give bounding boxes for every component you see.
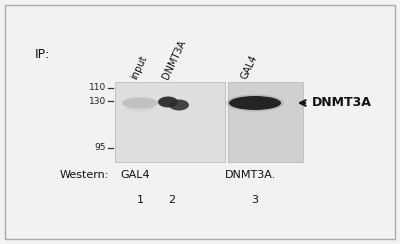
Ellipse shape (229, 96, 281, 110)
Ellipse shape (158, 96, 178, 108)
Text: 130: 130 (89, 96, 106, 105)
Ellipse shape (126, 104, 154, 112)
Text: GAL4: GAL4 (239, 53, 259, 81)
Text: 3: 3 (252, 195, 258, 205)
Text: IP:: IP: (35, 49, 50, 61)
Bar (228, 82, 303, 162)
Text: 1: 1 (136, 195, 144, 205)
Text: DNMT3A: DNMT3A (312, 96, 372, 110)
Text: 95: 95 (94, 143, 106, 152)
Text: DNMT3A: DNMT3A (161, 39, 188, 81)
Text: Western:: Western: (60, 170, 109, 180)
Text: DNMT3A.: DNMT3A. (225, 170, 276, 180)
Bar (115, 82, 225, 162)
Ellipse shape (122, 98, 158, 109)
Text: GAL4: GAL4 (120, 170, 150, 180)
Ellipse shape (169, 100, 189, 111)
Text: 2: 2 (168, 195, 176, 205)
Ellipse shape (226, 94, 284, 112)
Text: 110: 110 (89, 83, 106, 92)
Text: input: input (129, 54, 149, 81)
